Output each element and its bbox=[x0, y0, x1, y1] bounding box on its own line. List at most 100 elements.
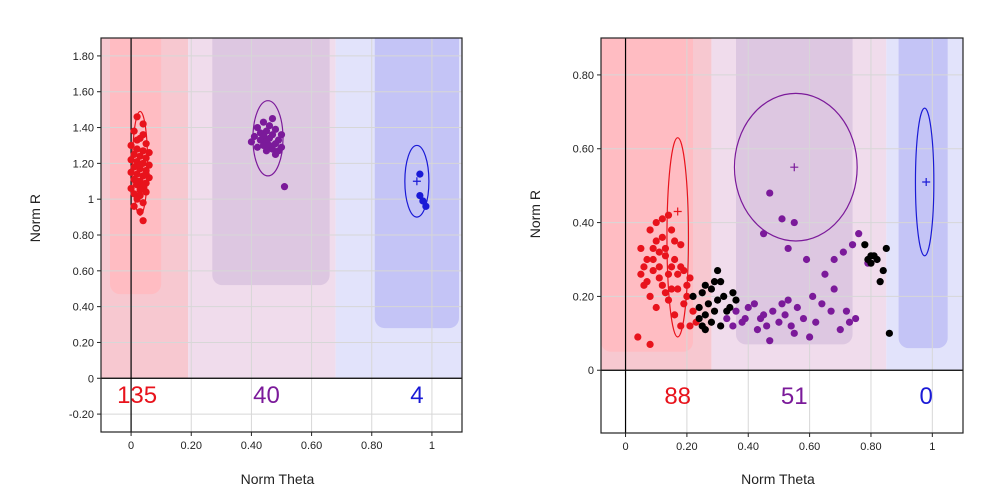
data-point-purple bbox=[766, 337, 774, 345]
count-band bbox=[601, 370, 963, 433]
data-point-blue bbox=[416, 170, 424, 178]
data-point-purple bbox=[830, 285, 838, 293]
data-point-black bbox=[707, 285, 716, 293]
count-label-purple: 51 bbox=[781, 383, 808, 410]
y-tick-label: 0.20 bbox=[73, 337, 94, 349]
count-label-blue: 0 bbox=[920, 383, 933, 410]
y-tick-label: 0.80 bbox=[73, 230, 94, 242]
data-point-red bbox=[652, 303, 660, 312]
data-point-red bbox=[674, 270, 682, 278]
data-point-red bbox=[677, 322, 685, 330]
data-point-red bbox=[661, 289, 670, 297]
y-tick-label: 0.60 bbox=[73, 266, 94, 278]
x-tick-label: 0.60 bbox=[301, 440, 322, 452]
data-point-red bbox=[677, 263, 685, 271]
data-point-purple bbox=[271, 150, 280, 159]
data-point-red bbox=[130, 163, 138, 171]
data-point-red bbox=[133, 113, 141, 121]
data-point-red bbox=[145, 161, 153, 169]
data-point-red bbox=[689, 307, 697, 315]
data-point-red bbox=[133, 170, 141, 178]
data-point-purple bbox=[723, 314, 731, 323]
y-tick-label: 0.80 bbox=[573, 70, 594, 82]
data-point-red bbox=[686, 322, 694, 330]
data-point-red bbox=[646, 226, 654, 234]
data-point-black bbox=[698, 322, 706, 330]
data-point-red bbox=[671, 255, 679, 264]
data-point-black bbox=[867, 259, 875, 267]
x-tick-label: 0.20 bbox=[676, 441, 697, 453]
data-point-purple bbox=[250, 132, 259, 141]
data-point-red bbox=[658, 281, 666, 289]
data-point-purple bbox=[821, 270, 829, 278]
data-point-purple bbox=[262, 147, 271, 155]
data-point-purple bbox=[836, 326, 844, 334]
data-point-purple bbox=[732, 307, 740, 315]
data-point-red bbox=[667, 263, 676, 271]
data-point-purple bbox=[855, 230, 863, 238]
ellipse-red bbox=[666, 137, 690, 338]
data-point-red bbox=[677, 241, 685, 249]
data-point-purple bbox=[247, 138, 256, 146]
count-label-red: 88 bbox=[664, 383, 691, 410]
data-point-purple bbox=[799, 314, 808, 323]
x-tick-label: 0.80 bbox=[361, 440, 382, 452]
data-point-purple bbox=[852, 314, 860, 323]
data-point-black bbox=[689, 292, 697, 301]
data-point-black bbox=[723, 307, 731, 315]
data-point-red bbox=[640, 263, 648, 271]
data-point-purple bbox=[729, 322, 737, 330]
data-point-purple bbox=[790, 218, 798, 227]
data-point-red bbox=[671, 237, 679, 245]
x-tick-label: 1 bbox=[429, 440, 435, 452]
data-point-purple bbox=[763, 322, 771, 330]
data-point-red bbox=[664, 211, 673, 219]
y-axis-title: Norm R bbox=[527, 190, 543, 238]
data-point-purple bbox=[271, 125, 280, 133]
data-point-black bbox=[701, 311, 709, 319]
data-point-red bbox=[664, 296, 673, 304]
data-point-purple bbox=[262, 127, 271, 135]
x-axis-title: Norm Theta bbox=[241, 471, 315, 487]
data-point-black bbox=[707, 318, 716, 326]
region-core-blue bbox=[898, 38, 948, 349]
data-point-red bbox=[658, 215, 666, 223]
x-tick-label: 0 bbox=[622, 441, 628, 453]
data-point-red bbox=[664, 270, 673, 278]
data-point-red bbox=[637, 270, 645, 278]
data-point-blue bbox=[416, 192, 424, 200]
y-tick-label: 0.40 bbox=[573, 218, 594, 230]
data-point-black bbox=[710, 307, 719, 315]
data-point-purple bbox=[259, 141, 268, 150]
data-point-red bbox=[139, 131, 147, 139]
count-label-red: 135 bbox=[117, 382, 157, 409]
data-point-purple bbox=[842, 307, 851, 315]
data-point-purple bbox=[259, 118, 268, 126]
data-point-black bbox=[873, 255, 881, 264]
data-point-purple bbox=[280, 183, 289, 191]
data-point-red bbox=[643, 255, 651, 264]
data-point-red bbox=[674, 285, 682, 293]
data-point-red bbox=[652, 218, 660, 227]
count-label-purple: 40 bbox=[253, 382, 280, 409]
data-point-black bbox=[876, 278, 884, 286]
data-point-red bbox=[133, 177, 141, 185]
data-point-red bbox=[655, 248, 663, 256]
data-point-red bbox=[661, 244, 670, 253]
data-point-black bbox=[717, 278, 725, 286]
data-point-black bbox=[695, 303, 703, 312]
data-point-red bbox=[142, 188, 150, 196]
data-point-red bbox=[133, 145, 141, 153]
data-point-purple bbox=[784, 296, 792, 304]
data-point-black bbox=[701, 281, 709, 289]
centroid-purple bbox=[790, 163, 799, 172]
data-point-purple bbox=[256, 136, 265, 144]
data-point-purple bbox=[809, 292, 817, 301]
data-point-purple bbox=[778, 215, 786, 223]
y-tick-label: 1.20 bbox=[73, 158, 94, 170]
data-point-purple bbox=[271, 140, 280, 148]
data-point-purple bbox=[845, 318, 854, 326]
data-point-purple bbox=[806, 333, 814, 341]
x-tick-label: 0.20 bbox=[181, 440, 202, 452]
data-point-red bbox=[646, 292, 654, 301]
